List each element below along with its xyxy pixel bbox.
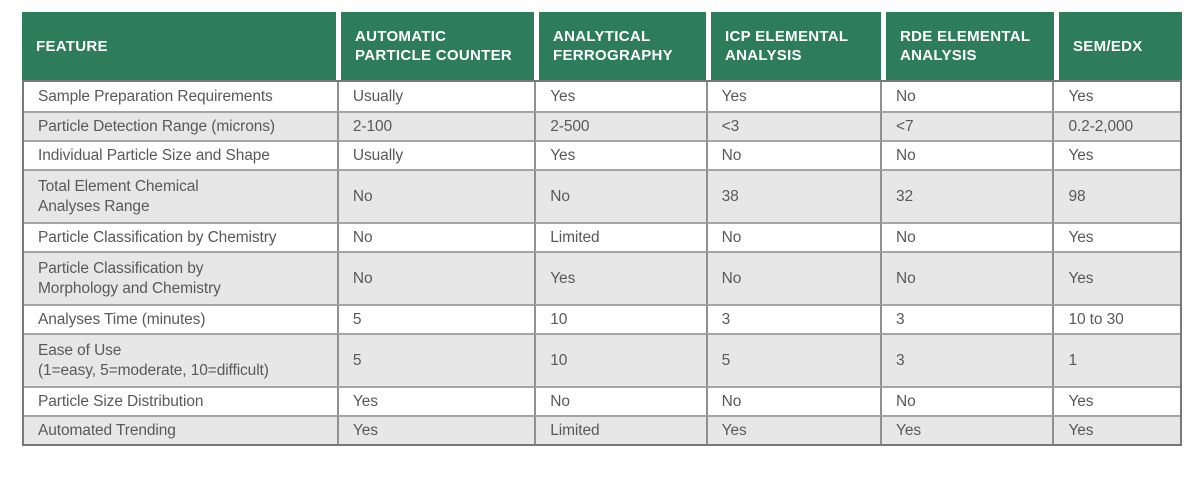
value-cell: No (880, 140, 1053, 169)
value-cell: 3 (880, 304, 1053, 333)
value-cell: 10 (534, 304, 706, 333)
table-row-total-element-chemical: Total Element Chemical Analyses Range No… (24, 169, 1180, 222)
value-cell: 32 (880, 169, 1053, 222)
value-cell: Limited (534, 222, 706, 251)
value-cell: 5 (336, 304, 535, 333)
table-row-ease-of-use: Ease of Use (1=easy, 5=moderate, 10=diff… (24, 333, 1180, 386)
feature-cell: Analyses Time (minutes) (24, 304, 337, 333)
value-cell: Yes (336, 415, 535, 444)
value-cell: No (534, 169, 706, 222)
value-cell: <7 (880, 111, 1053, 140)
table-row-particle-detection-range: Particle Detection Range (microns) 2-100… (24, 111, 1180, 140)
value-cell: Yes (1052, 415, 1180, 444)
column-header-analytical-ferrography: ANALYTICAL FERROGRAPHY (534, 12, 706, 80)
value-cell: No (880, 82, 1052, 111)
value-cell: 2-100 (336, 111, 535, 140)
value-cell: 3 (705, 304, 881, 333)
value-cell: Yes (880, 415, 1053, 444)
feature-cell: Particle Classification by Morphology an… (24, 251, 337, 304)
value-cell: Yes (534, 140, 706, 169)
column-header-sem-edx: SEM/EDX (1054, 12, 1182, 80)
column-header-icp-elemental-analysis: ICP ELEMENTAL ANALYSIS (706, 12, 881, 80)
feature-cell: Automated Trending (24, 415, 337, 444)
value-cell: Yes (1052, 140, 1180, 169)
feature-cell: Particle Size Distribution (24, 386, 337, 415)
value-cell: 5 (705, 333, 881, 386)
value-cell: No (705, 386, 881, 415)
value-cell: 38 (705, 169, 881, 222)
value-cell: No (705, 222, 881, 251)
value-cell: 2-500 (534, 111, 706, 140)
value-cell: 1 (1052, 333, 1180, 386)
value-cell: 10 (534, 333, 706, 386)
value-cell: 0.2-2,000 (1052, 111, 1180, 140)
value-cell: 3 (880, 333, 1053, 386)
value-cell: 98 (1052, 169, 1180, 222)
table-row-analyses-time: Analyses Time (minutes) 5 10 3 3 10 to 3… (24, 304, 1180, 333)
table-row-individual-particle-size: Individual Particle Size and Shape Usual… (24, 140, 1180, 169)
table-row-particle-size-distribution: Particle Size Distribution Yes No No No … (24, 386, 1180, 415)
value-cell: Yes (1052, 222, 1180, 251)
value-cell: No (705, 140, 881, 169)
column-header-feature: FEATURE (22, 12, 336, 80)
column-header-automatic-particle-counter: AUTOMATIC PARTICLE COUNTER (336, 12, 534, 80)
value-cell: Usually (336, 82, 534, 111)
feature-cell: Individual Particle Size and Shape (24, 140, 337, 169)
feature-cell: Sample Preparation Requirements (38, 87, 273, 105)
feature-comparison-table: FEATURE AUTOMATIC PARTICLE COUNTER ANALY… (22, 12, 1182, 446)
value-cell: No (705, 251, 881, 304)
feature-cell: Total Element Chemical Analyses Range (24, 169, 337, 222)
feature-cell: Ease of Use (1=easy, 5=moderate, 10=diff… (24, 333, 337, 386)
table-header-row: FEATURE AUTOMATIC PARTICLE COUNTER ANALY… (22, 12, 1182, 80)
table-row-automated-trending: Automated Trending Yes Limited Yes Yes Y… (24, 415, 1180, 444)
value-cell: Limited (534, 415, 706, 444)
value-cell: <3 (705, 111, 881, 140)
value-cell: Yes (705, 415, 881, 444)
value-cell: No (336, 222, 535, 251)
value-cell: No (534, 386, 706, 415)
value-cell: 5 (336, 333, 535, 386)
value-cell: 10 to 30 (1052, 304, 1180, 333)
value-cell: Usually (336, 140, 535, 169)
value-cell: Yes (705, 82, 880, 111)
feature-cell: Particle Detection Range (microns) (24, 111, 337, 140)
value-cell: Yes (336, 386, 535, 415)
feature-cell: Particle Classification by Chemistry (24, 222, 337, 251)
value-cell: No (880, 222, 1053, 251)
value-cell: Yes (1052, 82, 1180, 111)
value-cell: Yes (534, 251, 706, 304)
value-cell: Yes (534, 82, 705, 111)
table-row-sample-preparation: Sample Preparation Requirements Usually … (24, 82, 1180, 111)
value-cell: No (880, 251, 1053, 304)
value-cell: No (336, 169, 535, 222)
value-cell: Yes (1052, 251, 1180, 304)
value-cell: Yes (1052, 386, 1180, 415)
column-header-rde-elemental-analysis: RDE ELEMENTAL ANALYSIS (881, 12, 1054, 80)
value-cell: No (336, 251, 535, 304)
value-cell: No (880, 386, 1053, 415)
table-row-classification-by-chemistry: Particle Classification by Chemistry No … (24, 222, 1180, 251)
table-row-classification-by-morphology: Particle Classification by Morphology an… (24, 251, 1180, 304)
table-body: Sample Preparation Requirements Usually … (22, 80, 1182, 446)
